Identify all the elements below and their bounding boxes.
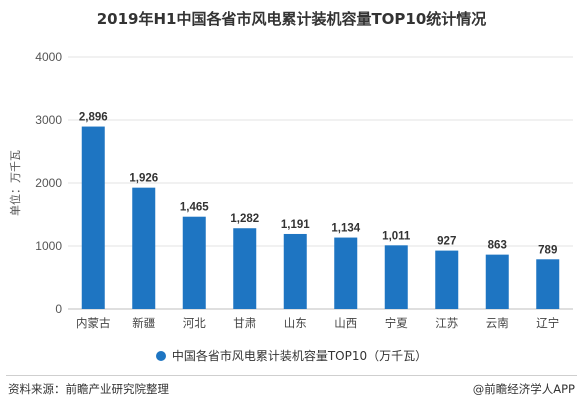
- x-tick-label: 云南: [486, 316, 509, 330]
- bar-value-label: 927: [437, 236, 456, 248]
- x-tick-label: 辽宁: [536, 316, 559, 330]
- y-axis-title: 单位：万千瓦: [8, 150, 22, 216]
- legend: 中国各省市风电累计装机容量TOP10（万千瓦）: [0, 347, 583, 364]
- chart-title: 2019年H1中国各省市风电累计装机容量TOP10统计情况: [96, 10, 487, 28]
- bar-value-label: 1,465: [180, 202, 209, 214]
- legend-swatch: [155, 351, 166, 361]
- x-tick-label: 山东: [284, 316, 307, 330]
- bar-value-label: 789: [538, 244, 557, 256]
- bar: [233, 228, 257, 309]
- x-tick-label: 新疆: [132, 316, 155, 330]
- y-tick-label: 1000: [35, 239, 62, 253]
- bar: [283, 233, 307, 309]
- bar-chart: 0 1000 2000 3000 4000 单位：万千瓦 2,896 内蒙古 1,926 新疆 1…: [8, 50, 573, 330]
- bar-value-label: 1,282: [230, 213, 259, 225]
- x-tick-label: 宁夏: [385, 316, 408, 330]
- x-tick-label: 河北: [183, 316, 206, 330]
- bar-value-label: 1,191: [281, 219, 310, 231]
- bar: [81, 126, 105, 309]
- bar-value-label: 1,011: [382, 230, 411, 242]
- source-note: 资料来源：前瞻产业研究院整理: [8, 382, 169, 396]
- y-tick-label: 2000: [35, 176, 62, 190]
- bar-value-label: 2,896: [79, 112, 108, 124]
- bar: [536, 259, 560, 309]
- bar: [182, 216, 206, 309]
- bar-value-label: 863: [488, 240, 507, 252]
- credit-note: @前瞻经济学人APP: [472, 382, 575, 396]
- bar: [132, 187, 156, 309]
- bar: [435, 250, 459, 309]
- bar: [485, 254, 509, 309]
- x-tick-label: 内蒙古: [76, 316, 111, 330]
- legend-label: 中国各省市风电累计装机容量TOP10（万千瓦）: [171, 349, 428, 363]
- x-tick-label: 江苏: [435, 316, 458, 330]
- bar-value-label: 1,926: [129, 173, 158, 185]
- bar: [334, 237, 358, 309]
- labels: 2,896 内蒙古 1,926 新疆 1,465 河北 1,282 甘肃 1,191 山东 1,13…: [76, 112, 559, 330]
- bar: [384, 245, 408, 309]
- footer-divider: [6, 375, 577, 376]
- bars: [81, 126, 560, 309]
- x-tick-label: 山西: [334, 316, 357, 330]
- y-tick-label: 3000: [35, 113, 62, 127]
- x-tick-label: 甘肃: [233, 316, 256, 330]
- y-tick-label: 4000: [35, 50, 62, 64]
- y-tick-label: 0: [55, 302, 62, 316]
- bar-value-label: 1,134: [331, 223, 360, 235]
